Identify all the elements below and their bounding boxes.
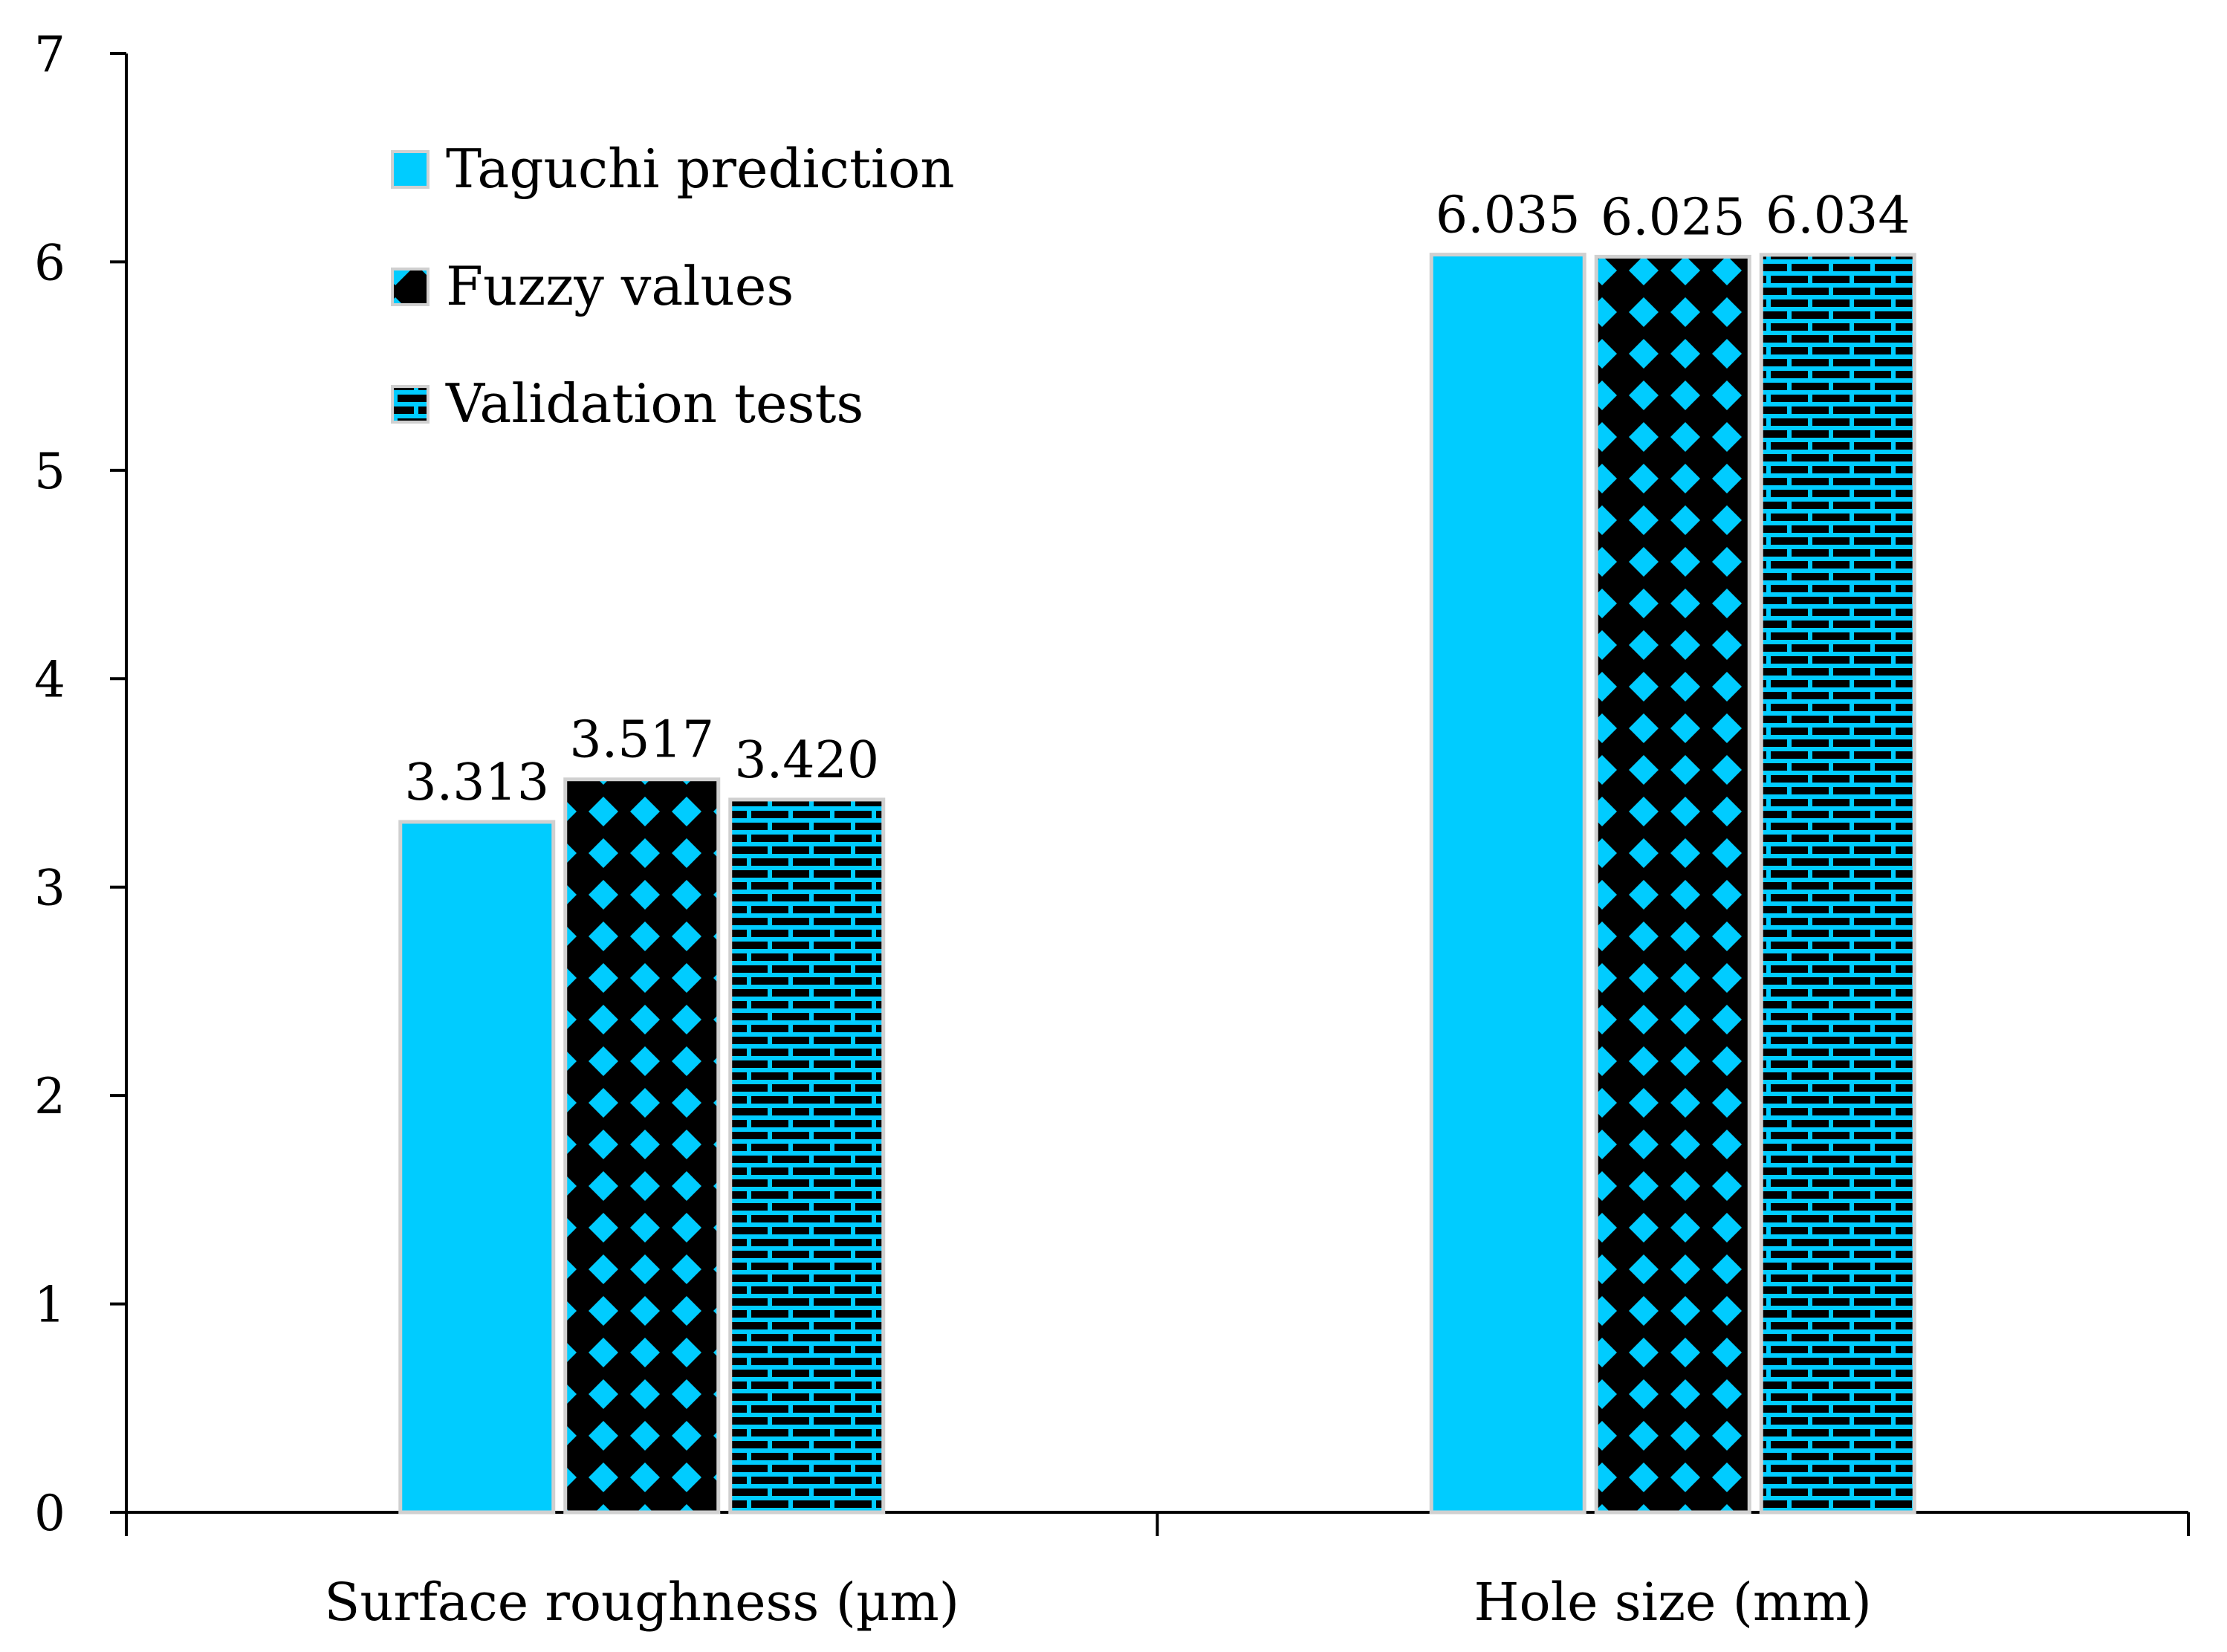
y-tick-label-7: 7 [34, 26, 65, 83]
bar-bricks-cat0 [728, 797, 886, 1515]
data-label-solid-cat0: 3.313 [404, 754, 549, 812]
bar-diamonds-cat1 [1594, 254, 1751, 1515]
y-tick-label-6: 6 [34, 234, 65, 291]
y-tick-label-2: 2 [34, 1068, 65, 1125]
legend-label-bricks: Validation tests [445, 372, 863, 435]
bar-solid-cat0 [398, 820, 556, 1515]
data-label-diamonds-cat0: 3.517 [569, 711, 714, 770]
data-labels-layer: 3.313 3.517 3.420 6.035 6.025 6.034 [404, 187, 1910, 812]
x-category-label-1: Hole size (mm) [1474, 1572, 1873, 1633]
bar-bricks-cat1 [1759, 253, 1916, 1515]
data-label-solid-cat1: 6.035 [1436, 187, 1581, 245]
y-tick-label-1: 1 [34, 1277, 65, 1334]
y-tick-label-0: 0 [34, 1485, 65, 1542]
bar-diamonds-cat0 [563, 777, 721, 1515]
bars-layer [398, 253, 1916, 1515]
x-category-label-0: Surface roughness (µm) [324, 1572, 959, 1633]
data-label-bricks-cat0: 3.420 [734, 731, 879, 790]
legend: Taguchi prediction Fuzzy values Validation… [391, 137, 955, 435]
data-label-diamonds-cat1: 6.025 [1601, 188, 1745, 247]
y-tick-label-3: 3 [34, 860, 65, 917]
legend-swatch-solid [391, 150, 429, 189]
legend-label-diamonds: Fuzzy values [446, 255, 794, 317]
y-tick-label-5: 5 [34, 443, 65, 500]
axes-layer: 0 1 2 3 4 5 6 7 Surface roughness (µm) Hole size … [34, 26, 2190, 1633]
legend-swatch-bricks [391, 385, 429, 424]
y-tick-label-4: 4 [34, 651, 65, 708]
legend-swatch-diamonds [391, 268, 429, 306]
data-label-bricks-cat1: 6.034 [1766, 187, 1910, 245]
bar-solid-cat1 [1429, 253, 1586, 1515]
legend-label-solid: Taguchi prediction [446, 137, 955, 200]
